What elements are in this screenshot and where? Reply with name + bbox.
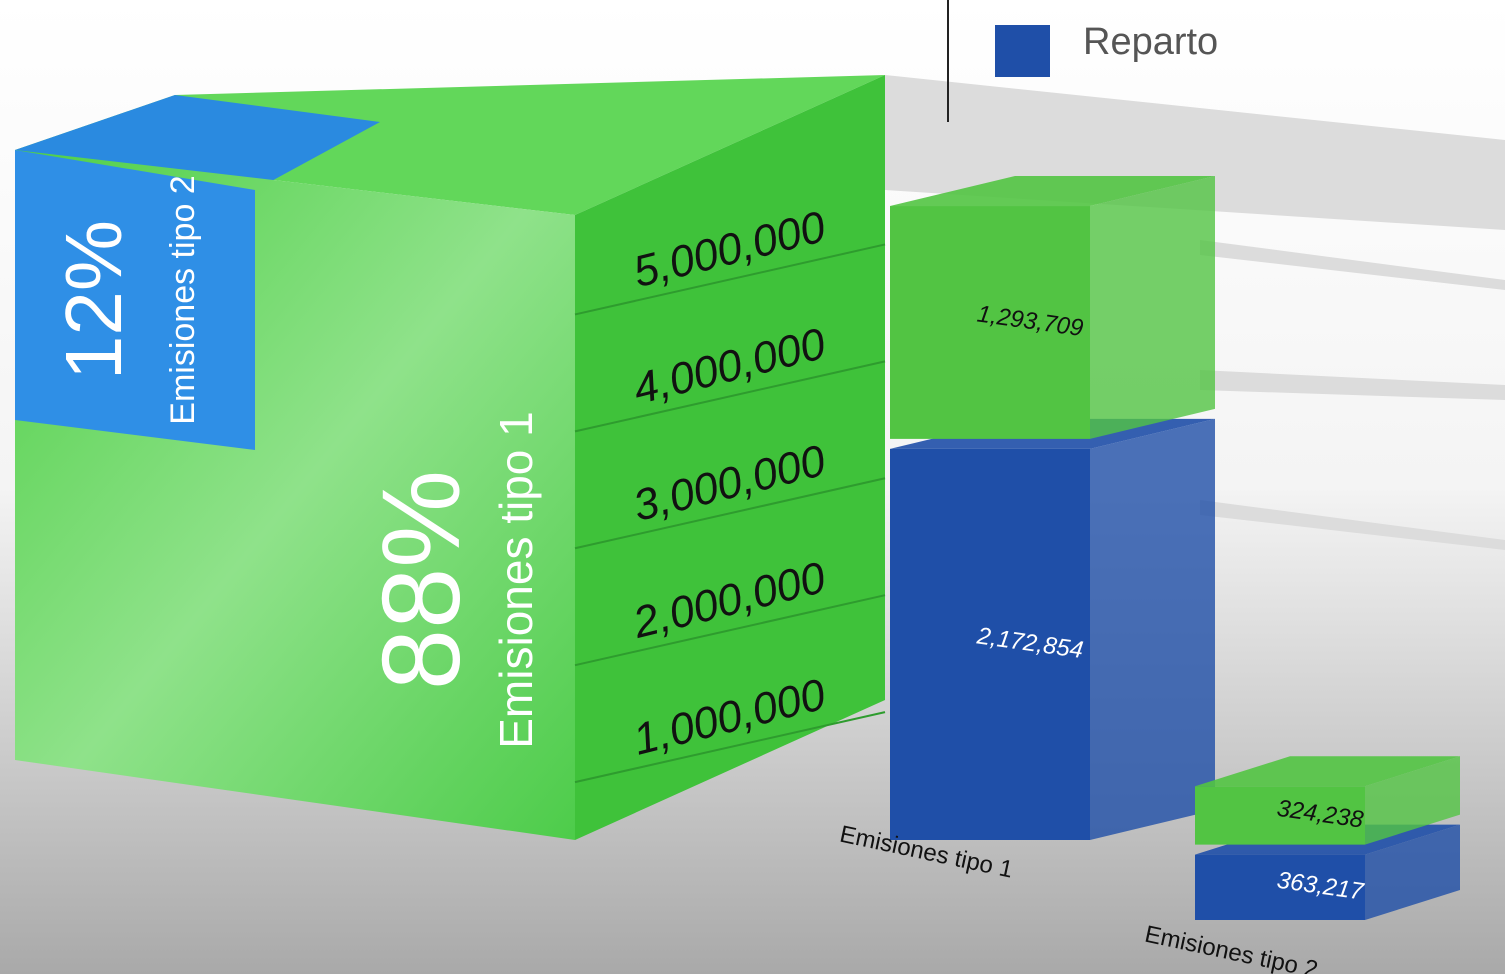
bar-side xyxy=(1090,418,1215,840)
tick-line xyxy=(574,243,886,316)
bar xyxy=(890,448,1090,840)
bar-side xyxy=(1365,756,1460,845)
bar-side xyxy=(1090,176,1215,439)
tick-line xyxy=(574,711,886,784)
share-value: 88% xyxy=(360,470,483,690)
bar xyxy=(1195,854,1365,920)
tick-line xyxy=(574,477,886,550)
tick-line xyxy=(574,360,886,433)
bar-top xyxy=(890,176,1215,207)
cube xyxy=(15,75,885,840)
bar xyxy=(1195,786,1365,845)
share-label: Emisiones tipo 2 xyxy=(164,175,202,424)
tick-line xyxy=(574,594,886,667)
share-value: 12% xyxy=(49,220,138,380)
bar-side xyxy=(1365,824,1460,920)
legend-swatch xyxy=(995,25,1050,77)
share-label: Emisiones tipo 1 xyxy=(490,411,542,749)
bar xyxy=(890,206,1090,439)
bar-top xyxy=(1195,756,1460,787)
legend-label: Reparto xyxy=(1083,21,1218,63)
